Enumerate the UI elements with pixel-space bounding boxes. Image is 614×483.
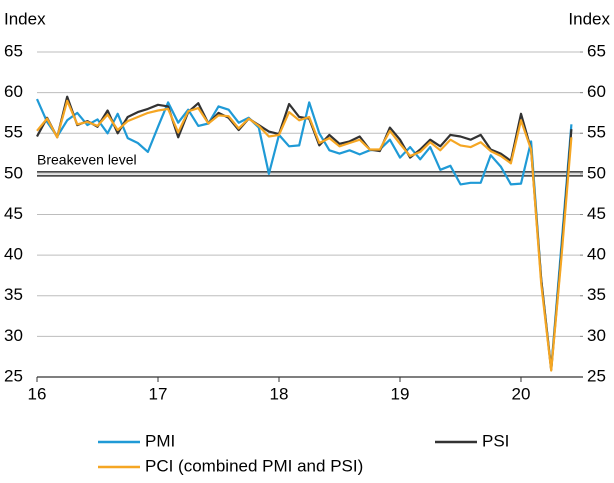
- y-tick-label: 30: [4, 326, 23, 345]
- x-tick-label: 17: [149, 384, 168, 403]
- y-tick-label: 45: [4, 204, 23, 223]
- series-line: [35, 98, 573, 370]
- y2-tick-label: 35: [587, 285, 606, 304]
- y-tick-label: 25: [4, 366, 23, 385]
- legend-label: PCI (combined PMI and PSI): [145, 456, 363, 475]
- reference-label: Breakeven level: [37, 152, 137, 168]
- y-tick-label: 40: [4, 245, 23, 264]
- y2-axis-label: Index: [568, 9, 610, 28]
- legend-label: PSI: [482, 431, 509, 450]
- series-line: [36, 95, 573, 371]
- y2-tick-label: 40: [587, 245, 606, 264]
- x-tick-label: 16: [28, 384, 47, 403]
- y-tick-label: 50: [4, 163, 23, 182]
- x-tick-label: 18: [270, 384, 289, 403]
- y2-tick-label: 50: [587, 163, 606, 182]
- x-tick-label: 19: [391, 384, 410, 403]
- y2-tick-label: 55: [587, 123, 606, 142]
- y2-tick-label: 65: [587, 41, 606, 60]
- y2-tick-label: 30: [587, 326, 606, 345]
- y-axis-label: Index: [4, 9, 46, 28]
- y-tick-label: 60: [4, 82, 23, 101]
- x-tick-label: 20: [512, 384, 531, 403]
- series-line: [36, 99, 573, 372]
- y-tick-label: 55: [4, 123, 23, 142]
- y-tick-label: 65: [4, 41, 23, 60]
- y-tick-label: 35: [4, 285, 23, 304]
- y2-tick-label: 45: [587, 204, 606, 223]
- legend-label: PMI: [145, 431, 175, 450]
- y2-tick-label: 60: [587, 82, 606, 101]
- y2-tick-label: 25: [587, 366, 606, 385]
